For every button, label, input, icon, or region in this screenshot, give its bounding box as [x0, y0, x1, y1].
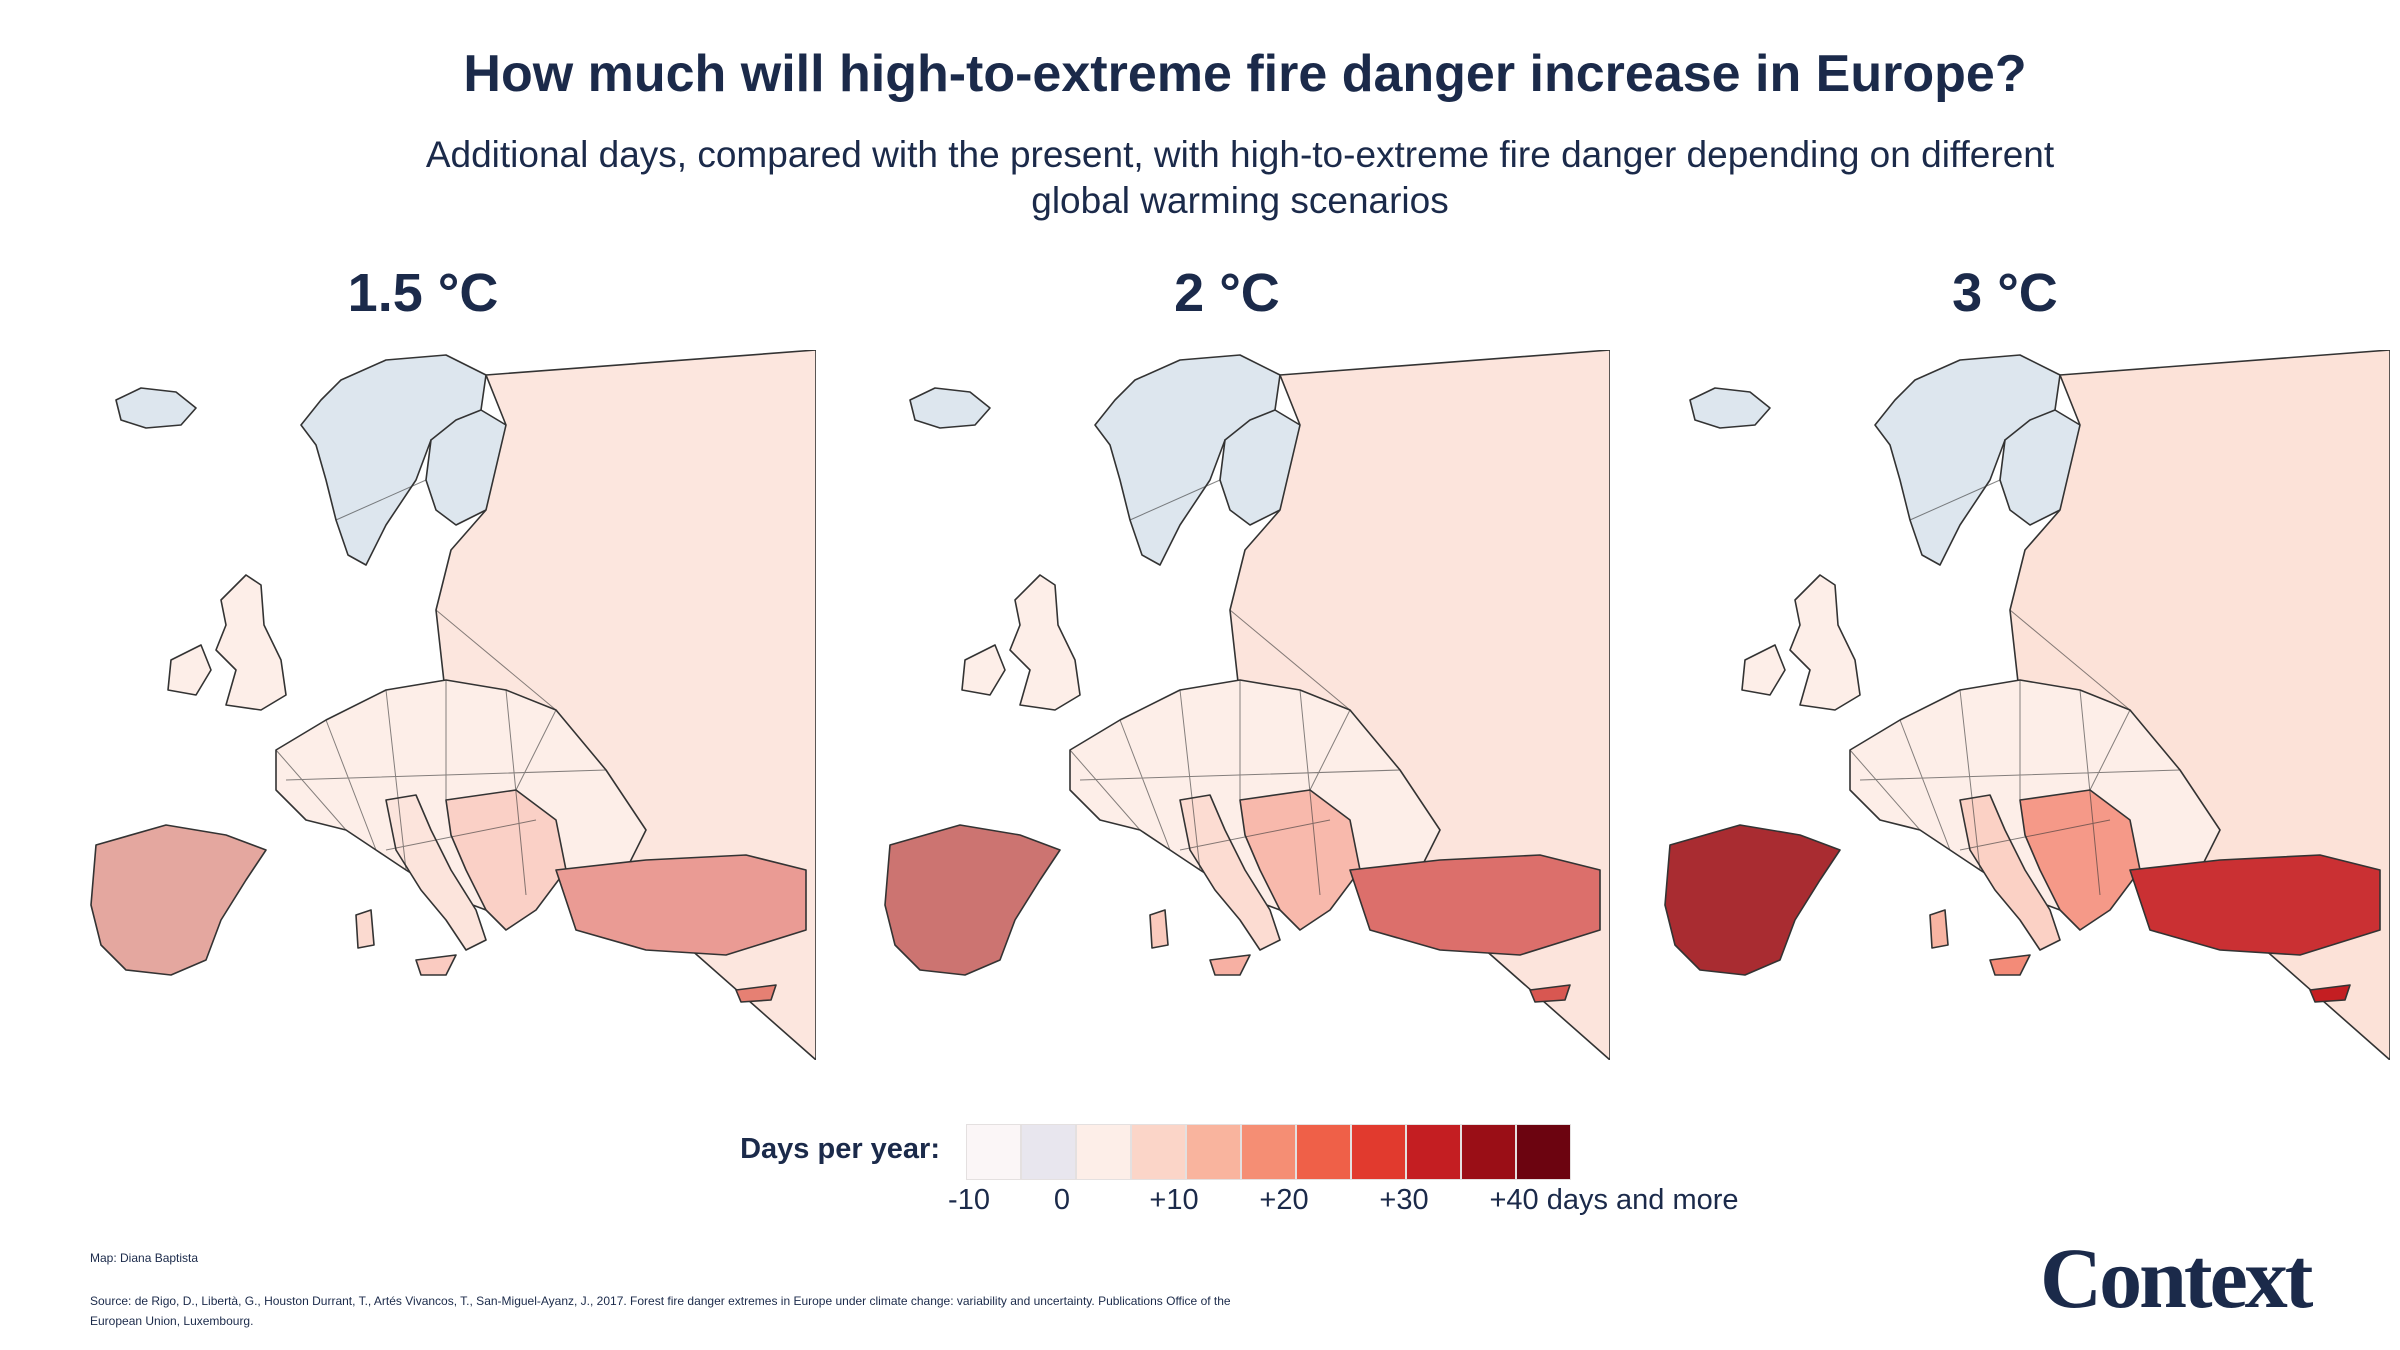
region-balkans	[1239, 789, 1361, 931]
legend-swatch	[1296, 1124, 1351, 1180]
map-3c	[1660, 350, 2390, 1060]
page-title: How much will high-to-extreme fire dange…	[463, 45, 2027, 103]
legend-tick: -10	[948, 1184, 990, 1216]
legend-label: Days per year:	[740, 1133, 940, 1165]
region-scandinavia	[1094, 354, 1281, 566]
region-italy	[1959, 794, 2061, 951]
country-borders	[275, 479, 607, 896]
page-subtitle: Additional days, compared with the prese…	[425, 134, 2055, 221]
legend-tick: +40 days and more	[1489, 1184, 1739, 1216]
region-iceland	[115, 387, 197, 429]
country-borders	[1069, 479, 1401, 896]
country-borders	[1849, 479, 2181, 896]
region-sardinia	[1149, 909, 1169, 949]
legend-swatch	[1516, 1124, 1571, 1180]
region-sicily	[1989, 954, 2031, 976]
legend-swatch	[1186, 1124, 1241, 1180]
region-ireland	[1741, 644, 1786, 696]
legend-swatch	[1351, 1124, 1406, 1180]
region-ireland	[167, 644, 212, 696]
region-cyprus	[2309, 984, 2351, 1003]
region-italy	[385, 794, 487, 951]
legend-tick: +20	[1259, 1184, 1309, 1216]
legend-swatch	[1461, 1124, 1516, 1180]
legend-swatch	[1131, 1124, 1186, 1180]
region-iberia	[884, 824, 1061, 976]
region-sicily	[415, 954, 457, 976]
legend-color-scale	[966, 1124, 1571, 1180]
source-note: Source: de Rigo, D., Libertà, G., Housto…	[90, 1294, 1231, 1328]
legend-swatch	[1406, 1124, 1461, 1180]
region-iceland	[909, 387, 991, 429]
panel-label-3c: 3 °C	[1952, 263, 2058, 323]
region-cyprus	[1529, 984, 1571, 1003]
region-balkans	[2019, 789, 2141, 931]
region-ireland	[961, 644, 1006, 696]
region-scandinavia	[1874, 354, 2061, 566]
legend-tick: +10	[1149, 1184, 1199, 1216]
region-sardinia	[355, 909, 375, 949]
panel-label-2c: 2 °C	[1174, 263, 1280, 323]
region-scandinavia	[300, 354, 487, 566]
map-2c	[880, 350, 1610, 1060]
legend-tick: +30	[1379, 1184, 1429, 1216]
region-iberia	[1664, 824, 1841, 976]
legend-tick: 0	[1053, 1184, 1071, 1216]
map-1-5c	[86, 350, 816, 1060]
legend-swatch	[1241, 1124, 1296, 1180]
map-credit: Map: Diana Baptista	[90, 1251, 199, 1265]
region-sardinia	[1929, 909, 1949, 949]
europe-map	[884, 350, 1610, 1060]
region-iberia	[90, 824, 267, 976]
legend-swatch	[1076, 1124, 1131, 1180]
europe-map	[90, 350, 816, 1060]
region-uk	[1009, 574, 1081, 711]
context-logo: Context	[2040, 1230, 2313, 1326]
legend-swatch	[966, 1124, 1021, 1180]
region-cyprus	[735, 984, 777, 1003]
region-iceland	[1689, 387, 1771, 429]
region-turkey	[555, 854, 807, 956]
region-turkey	[2129, 854, 2381, 956]
region-balkans	[445, 789, 567, 931]
europe-map	[1664, 350, 2390, 1060]
region-uk	[215, 574, 287, 711]
panel-label-1-5c: 1.5 °C	[347, 263, 499, 323]
region-sicily	[1209, 954, 1251, 976]
legend-swatch	[1021, 1124, 1076, 1180]
region-italy	[1179, 794, 1281, 951]
region-turkey	[1349, 854, 1601, 956]
region-uk	[1789, 574, 1861, 711]
